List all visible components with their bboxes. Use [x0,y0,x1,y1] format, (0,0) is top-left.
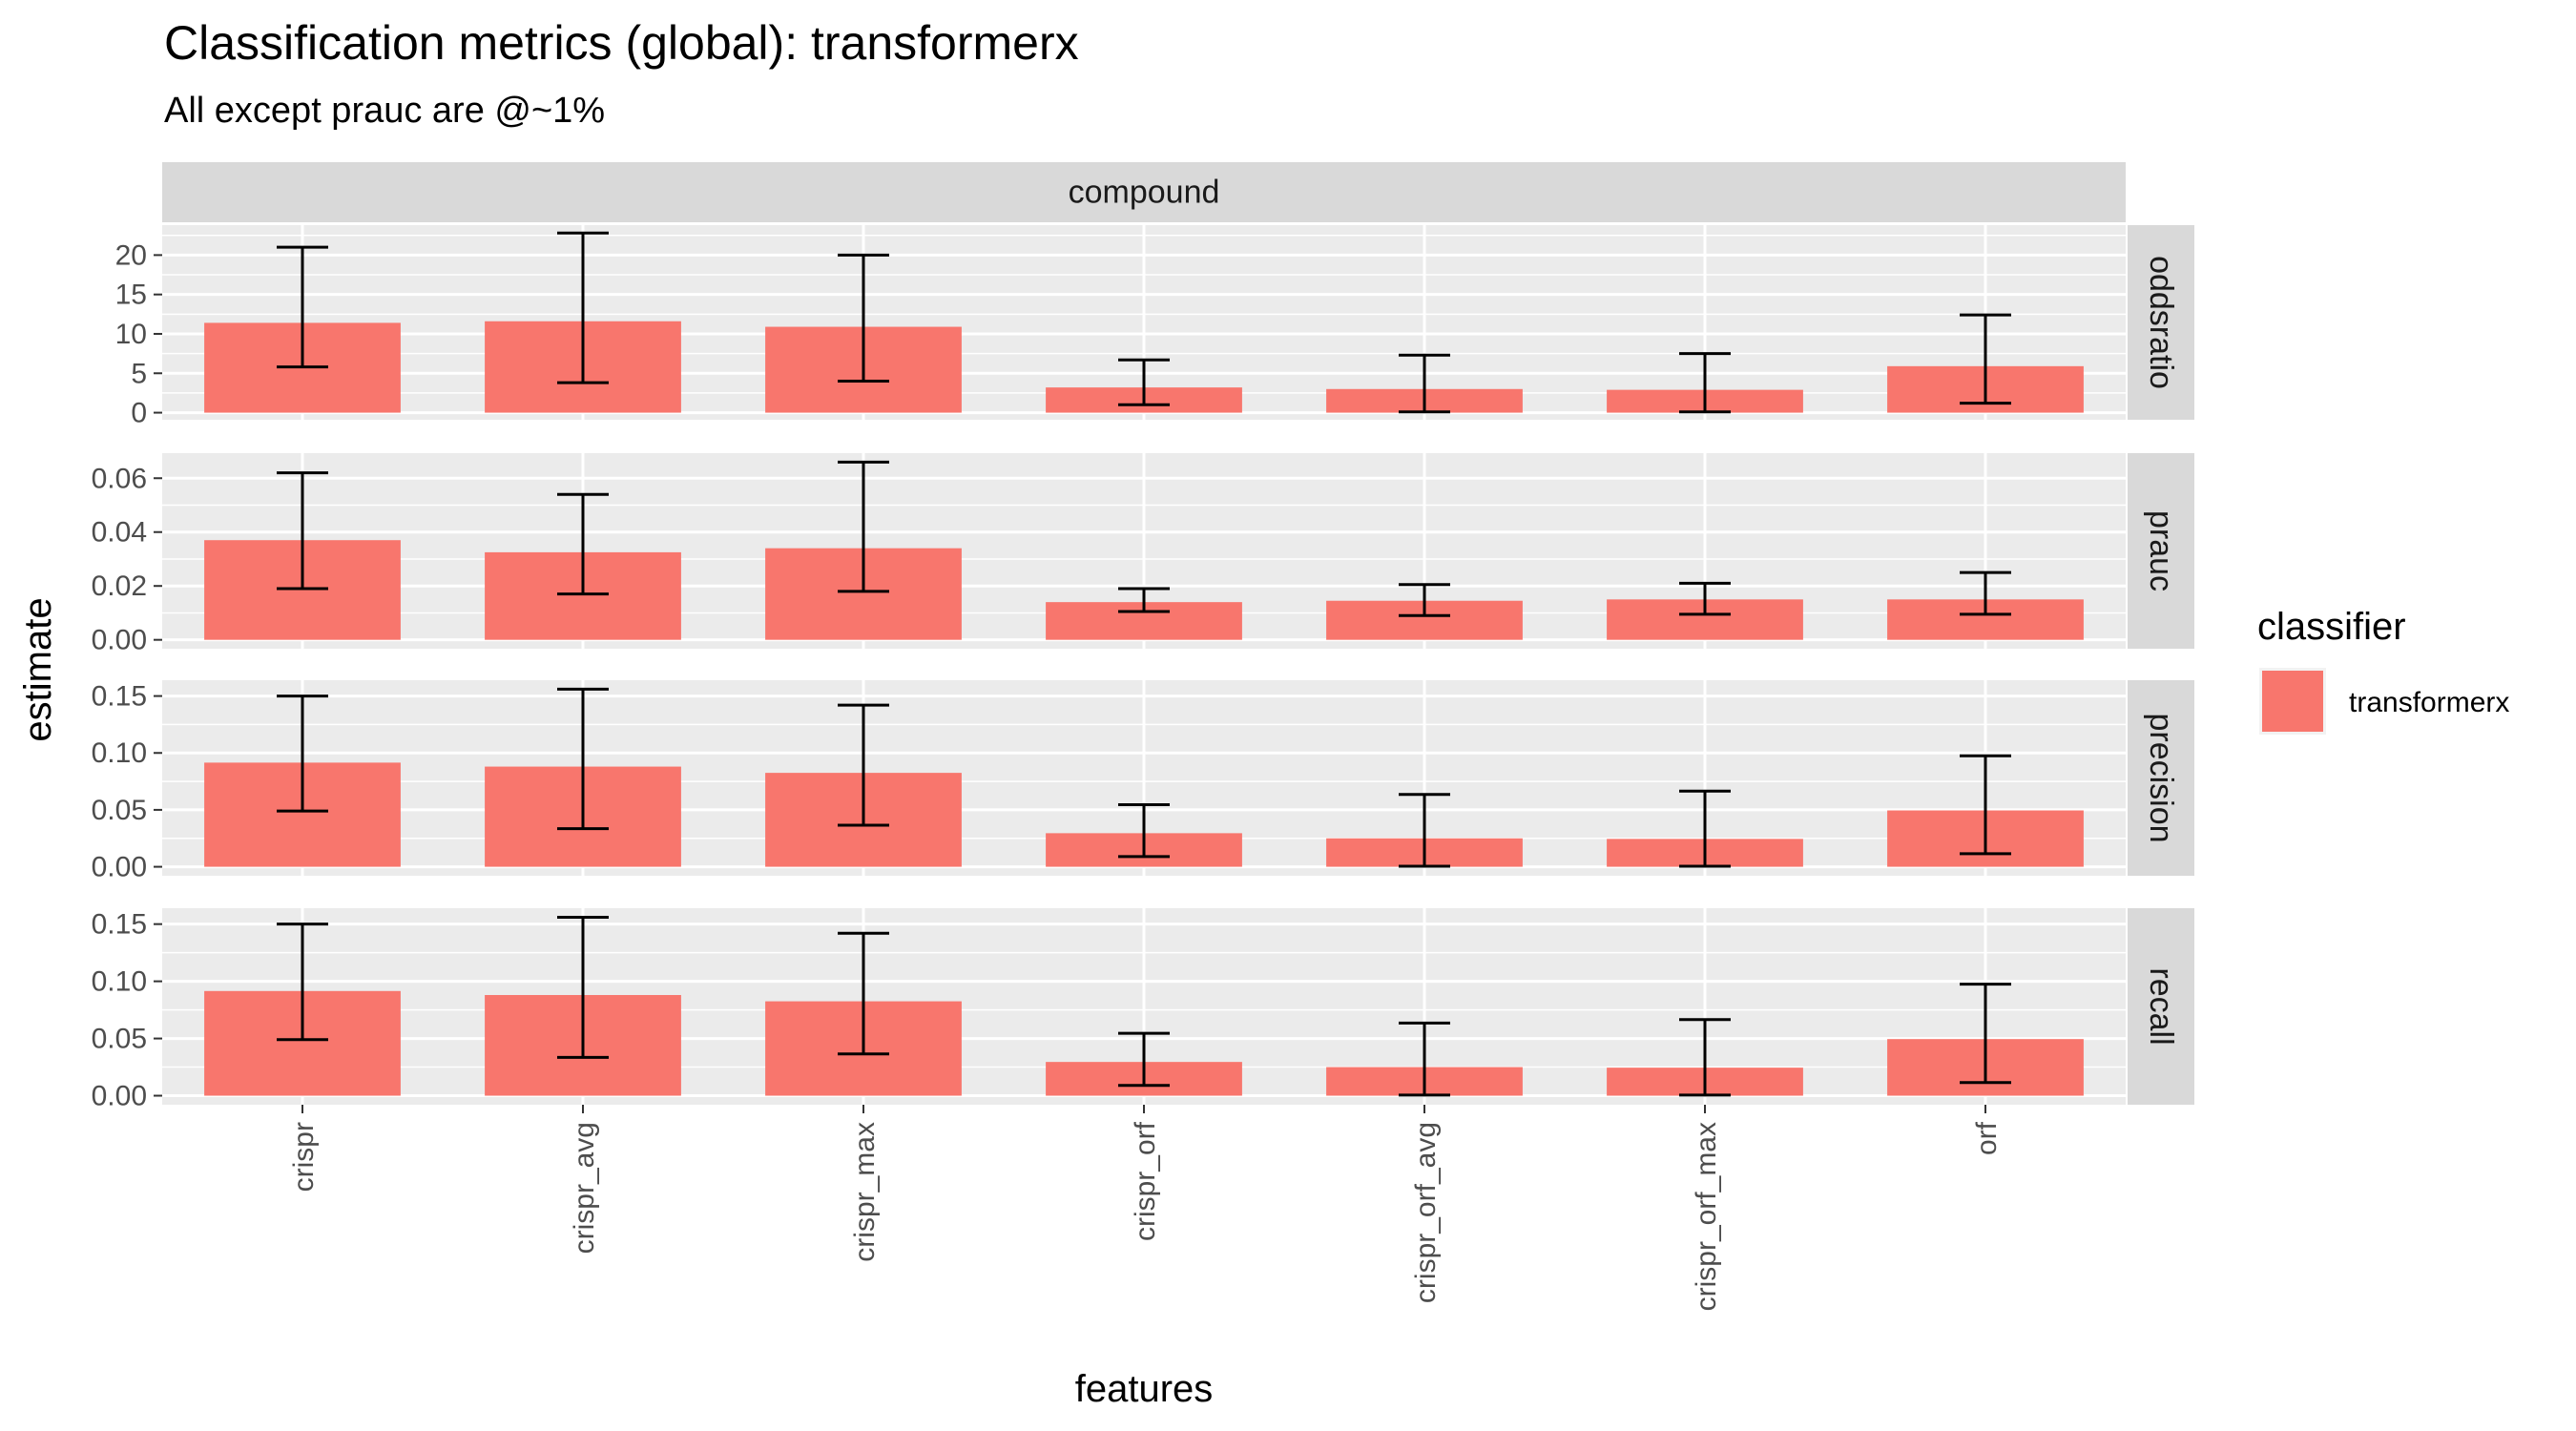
error-bar-prauc-crispr_max [838,460,889,593]
facet-strip-prauc [2128,453,2194,649]
error-bar-prauc-crispr_orf_max [1679,581,1731,616]
error-bar-prauc-crispr [277,471,328,591]
y-axis-title: estimate [17,597,59,741]
legend-swatch [2262,671,2323,732]
error-bar-oddsratio-crispr [277,245,328,369]
y-tick-label: 20 [115,239,147,271]
y-tick-label: 0.00 [92,852,147,883]
error-bar-recall-crispr_max [838,931,889,1056]
error-bar-prauc-crispr_orf_avg [1399,583,1450,617]
y-tick-label: 0.02 [92,570,147,602]
error-bar-oddsratio-orf [1960,313,2011,405]
x-tick-label-crispr_orf_avg: crispr_orf_avg [1410,1122,1442,1303]
error-bar-oddsratio-crispr_orf [1118,358,1170,406]
error-bar-recall-orf [1960,983,2011,1085]
y-tick-label: 0.05 [92,795,147,826]
facet-strip-label-precision: precision [2143,713,2179,842]
error-bar-oddsratio-crispr_max [838,253,889,384]
legend-label: transformerx [2349,687,2509,718]
y-tick-label: 10 [115,319,147,350]
x-tick-label-crispr_avg: crispr_avg [569,1122,600,1254]
error-bar-precision-crispr [277,695,328,813]
facet-panels: compound05101520oddsratio0.000.020.040.0… [92,162,2194,1311]
y-tick-label: 0.00 [92,625,147,656]
facet-strip-recall [2128,908,2194,1105]
error-bar-recall-crispr [277,923,328,1042]
panel-oddsratio: 0 5 10 15 20 oddsratio [115,225,2194,429]
error-bar-recall-crispr_orf [1118,1031,1170,1088]
error-bar-precision-crispr_orf_avg [1399,793,1450,868]
error-bar-precision-crispr_orf_max [1679,789,1731,868]
facet-strip-top-label: compound [1069,175,1220,211]
y-tick-label: 0.10 [92,737,147,769]
legend: classifier transformerx [2257,606,2509,735]
y-tick-label: 5 [131,358,147,389]
x-tick-label-crispr: crispr [288,1122,320,1192]
error-bar-precision-orf [1960,754,2011,856]
x-tick-label-crispr_max: crispr_max [849,1122,881,1262]
facet-strip-top [162,162,2126,222]
y-tick-label: 0.04 [92,517,147,549]
facet-strip-label-oddsratio: oddsratio [2143,256,2179,389]
y-tick-label: 0.15 [92,909,147,941]
error-bar-prauc-crispr_avg [557,492,609,596]
chart-title: Classification metrics (global): transfo… [164,16,1079,70]
x-tick-label-crispr_orf: crispr_orf [1130,1121,1161,1241]
panel-precision: 0.00 0.05 0.10 0.15 precision [92,680,2194,883]
facet-strip-label-prauc: prauc [2143,510,2179,591]
error-bar-precision-crispr_orf [1118,803,1170,859]
error-bar-oddsratio-crispr_avg [557,231,609,384]
error-bar-oddsratio-crispr_orf_max [1679,352,1731,414]
error-bar-precision-crispr_avg [557,687,609,831]
y-tick-label: 0.10 [92,966,147,998]
error-bar-recall-crispr_orf_max [1679,1018,1731,1097]
panel-recall: 0.00 0.05 0.10 0.15 recall [92,908,2194,1112]
error-bar-precision-crispr_max [838,703,889,827]
y-tick-label: 0.06 [92,463,147,494]
x-axis: crispr crispr_avg crispr_max crispr_orf cris… [288,1105,2003,1311]
facet-strip-precision [2128,680,2194,876]
chart-subtitle: All except prauc are @~1% [164,91,605,131]
y-tick-label: 0 [131,398,147,429]
error-bar-prauc-orf [1960,570,2011,616]
x-axis-title: features [1075,1368,1214,1410]
error-bar-oddsratio-crispr_orf_avg [1399,353,1450,414]
facet-strip-label-recall: recall [2143,967,2179,1045]
y-tick-label: 0.15 [92,681,147,713]
y-tick-label: 0.05 [92,1024,147,1055]
error-bar-prauc-crispr_orf [1118,587,1170,613]
x-tick-label-crispr_orf_max: crispr_orf_max [1691,1122,1722,1311]
y-tick-label: 0.00 [92,1081,147,1112]
x-tick-label-orf: orf [1971,1121,2003,1155]
facet-strip-oddsratio [2128,225,2194,420]
y-tick-label: 15 [115,280,147,311]
legend-title: classifier [2257,606,2406,648]
panel-prauc: 0.00 0.02 0.04 0.06 prauc [92,453,2194,656]
error-bar-recall-crispr_avg [557,915,609,1059]
error-bar-recall-crispr_orf_avg [1399,1021,1450,1097]
